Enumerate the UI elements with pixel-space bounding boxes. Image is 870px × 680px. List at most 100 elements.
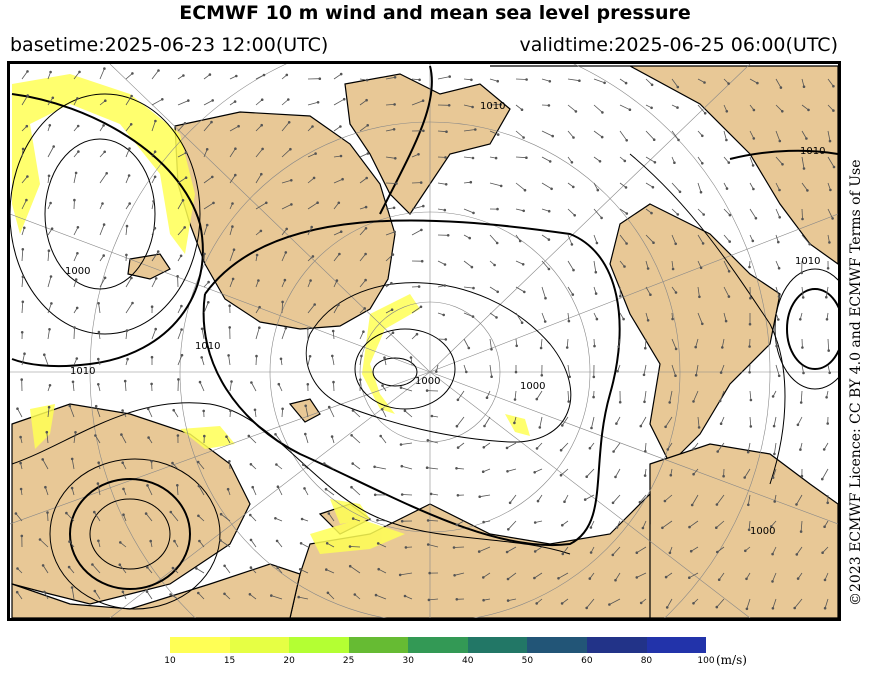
wind-arrow-head: [94, 434, 97, 437]
wind-arrow: [146, 591, 153, 600]
wind-arrow: [21, 148, 24, 158]
wind-arrow-head: [520, 321, 524, 325]
wind-arrow-head: [749, 425, 753, 428]
wind-arrow-head: [669, 473, 673, 477]
wind-arrow-head: [275, 463, 278, 466]
wind-arrow-head: [525, 78, 528, 81]
wind-arrow-head: [379, 434, 383, 438]
wind-arrow-head: [50, 302, 53, 305]
wind-arrow-head: [802, 85, 806, 89]
wind-arrow-head: [536, 499, 540, 503]
wind-arrow-head: [311, 125, 314, 128]
wind-arrow: [377, 519, 387, 522]
wind-arrow-head: [649, 293, 652, 297]
wind-arrow-head: [172, 408, 176, 412]
wind-arrow-head: [776, 240, 780, 244]
wind-arrow-head: [447, 103, 451, 107]
wind-arrow: [281, 179, 292, 184]
wind-arrow-head: [585, 606, 588, 610]
wind-arrow-head: [775, 344, 778, 348]
wind-arrow-head: [455, 424, 459, 428]
wind-arrow-head: [196, 460, 200, 464]
wind-arrow-head: [702, 213, 705, 216]
wind-arrow: [95, 406, 101, 418]
wind-arrow-head: [472, 211, 475, 215]
wind-arrow-head: [93, 589, 97, 593]
wind-arrow-head: [690, 503, 694, 507]
wind-arrow-head: [664, 575, 668, 579]
wind-arrow-head: [20, 534, 24, 538]
wind-arrow-head: [547, 238, 551, 241]
wind-arrow-head: [470, 78, 473, 82]
wind-arrow-head: [745, 577, 748, 581]
wind-arrow: [173, 409, 179, 418]
wind-arrow: [21, 353, 25, 366]
wind-arrow-head: [330, 435, 334, 438]
wind-arrow-head: [521, 263, 525, 266]
wind-arrow: [228, 355, 231, 366]
legend-swatch: [527, 637, 587, 653]
wind-arrow-head: [643, 449, 647, 453]
wind-arrow-head: [207, 301, 210, 304]
wind-arrow-head: [65, 511, 68, 515]
wind-arrow-head: [314, 152, 317, 155]
wind-arrow-head: [417, 285, 421, 288]
legend-tick-label: 30: [402, 656, 414, 666]
wind-arrow: [801, 156, 805, 169]
wind-arrow-head: [229, 409, 232, 413]
wind-arrow-head: [376, 518, 379, 522]
wind-arrow-head: [161, 97, 164, 101]
wind-arrow: [541, 130, 553, 137]
wind-arrow-head: [699, 266, 703, 270]
wind-spot-baltic: [180, 426, 235, 449]
wind-arrow: [47, 407, 50, 418]
isobar-low-pole: [372, 357, 418, 387]
wind-arrow: [748, 520, 751, 530]
wind-arrow-head: [102, 254, 105, 257]
wind-arrow: [333, 202, 340, 210]
wind-arrow: [281, 252, 287, 262]
wind-arrow: [307, 177, 315, 184]
wind-arrow-head: [618, 400, 622, 404]
wind-arrow: [229, 278, 234, 288]
isobar-label: 1010: [480, 101, 505, 112]
wind-arrow-head: [350, 433, 353, 437]
wind-arrow-head: [749, 398, 753, 402]
wind-arrow-head: [544, 296, 547, 300]
wind-arrow: [124, 381, 127, 392]
wind-arrow-head: [808, 242, 811, 246]
wind-arrow: [125, 226, 128, 236]
wind-arrow-head: [455, 523, 459, 527]
wind-arrow-head: [176, 434, 180, 437]
wind-arrow-head: [472, 286, 475, 290]
wind-arrow: [645, 182, 654, 188]
wind-arrow-head: [306, 382, 310, 386]
wind-arrow: [690, 546, 699, 552]
wind-arrow: [147, 408, 153, 418]
wind-arrow: [359, 253, 366, 262]
alaska-land: [609, 203, 781, 466]
wind-arrow-head: [23, 226, 26, 230]
wind-arrow-head: [832, 109, 835, 112]
wind-arrow-head: [284, 326, 288, 330]
isobar-label: 1000: [520, 381, 545, 392]
wind-arrow: [229, 148, 236, 158]
wind-arrow: [671, 364, 676, 376]
wind-arrow-head: [773, 452, 776, 456]
wind-arrow: [716, 494, 725, 505]
wind-arrow-head: [373, 465, 376, 469]
wind-arrow: [719, 390, 725, 402]
wind-arrow: [541, 78, 550, 82]
wind-arrow: [749, 208, 757, 219]
wind-arrow: [717, 442, 725, 452]
wind-arrow: [125, 302, 133, 314]
wind-arrow-head: [289, 147, 292, 151]
wind-arrow-head: [366, 123, 370, 127]
wind-arrow-head: [150, 459, 153, 463]
wind-arrow: [541, 286, 546, 299]
wind-arrow-head: [197, 514, 200, 518]
wind-arrow-head: [646, 267, 650, 270]
wind-arrow: [151, 70, 159, 80]
wind-arrow-head: [751, 239, 755, 243]
wind-arrow-head: [351, 517, 355, 520]
